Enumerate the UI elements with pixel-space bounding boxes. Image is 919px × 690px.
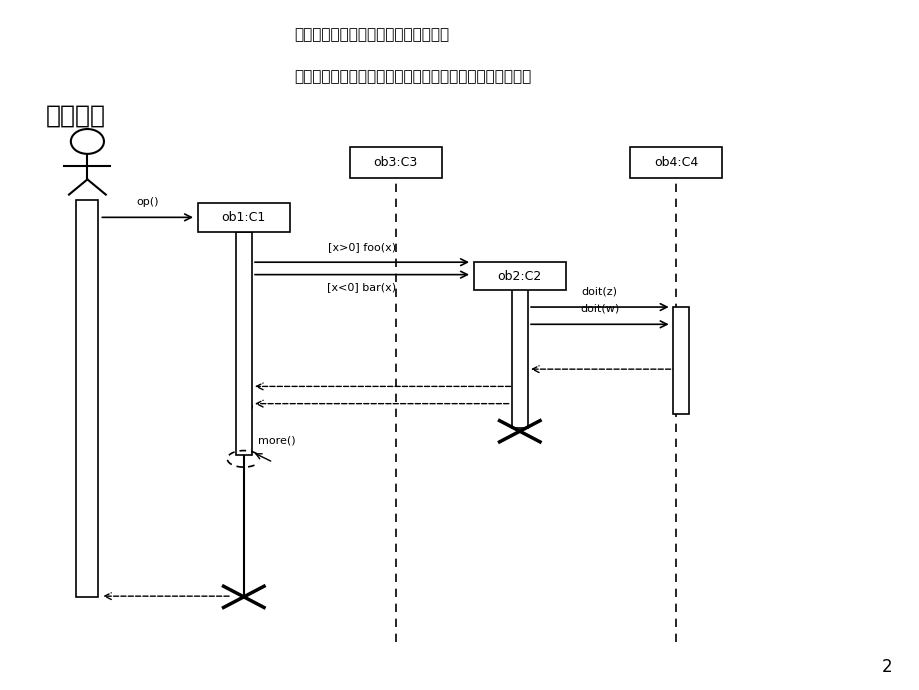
Text: ob1:C1: ob1:C1 bbox=[221, 211, 266, 224]
Bar bbox=[76, 200, 98, 597]
Text: ob3:C3: ob3:C3 bbox=[373, 156, 417, 168]
Text: doit(w): doit(w) bbox=[580, 304, 618, 314]
Text: 在生命线之间的箭头表示扮演这些角色的对象之间的通讯。: 在生命线之间的箭头表示扮演这些角色的对象之间的通讯。 bbox=[294, 69, 531, 84]
Text: [x>0] foo(x): [x>0] foo(x) bbox=[327, 242, 396, 252]
FancyBboxPatch shape bbox=[349, 147, 441, 178]
Text: 对象生命线表示扮演特定角色的对象。: 对象生命线表示扮演特定角色的对象。 bbox=[294, 28, 449, 43]
Bar bbox=[511, 278, 528, 428]
Bar bbox=[235, 232, 252, 455]
Text: 2: 2 bbox=[880, 658, 891, 676]
Text: more(): more() bbox=[257, 435, 295, 445]
FancyBboxPatch shape bbox=[198, 203, 289, 232]
Text: ob4:C4: ob4:C4 bbox=[653, 156, 698, 168]
Text: ob2:C2: ob2:C2 bbox=[497, 270, 541, 282]
Text: 表示示例: 表示示例 bbox=[46, 104, 106, 128]
FancyBboxPatch shape bbox=[473, 262, 565, 290]
Bar bbox=[672, 307, 688, 414]
Text: op(): op() bbox=[136, 197, 159, 207]
FancyBboxPatch shape bbox=[630, 147, 721, 178]
Text: [x<0] bar(x): [x<0] bar(x) bbox=[327, 282, 396, 292]
Text: doit(z): doit(z) bbox=[581, 287, 618, 297]
